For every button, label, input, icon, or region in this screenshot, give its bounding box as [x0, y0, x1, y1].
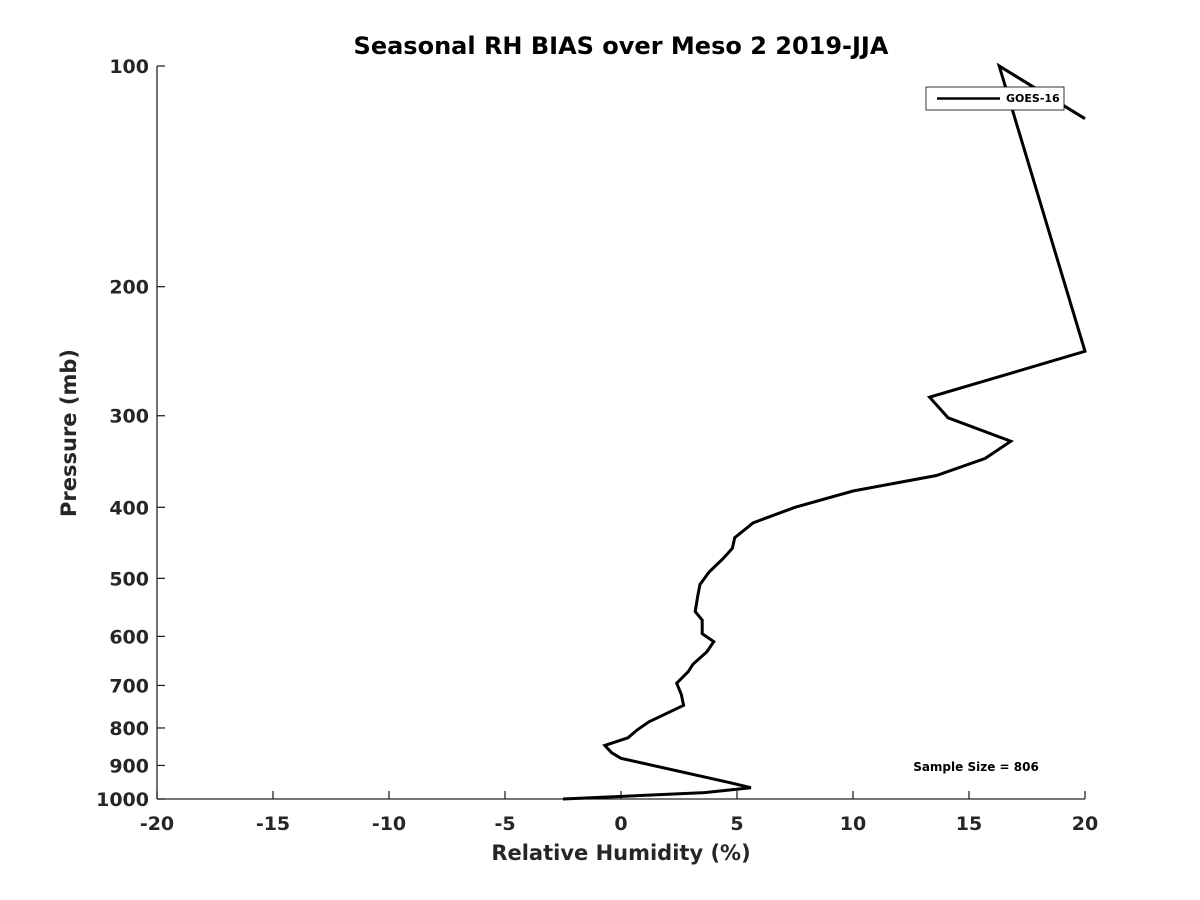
x-tick-label: 5	[730, 813, 743, 835]
x-tick-label: 10	[840, 813, 866, 835]
y-tick-label: 200	[109, 277, 149, 299]
x-tick-label: -5	[494, 813, 515, 835]
y-tick-label: 600	[109, 626, 149, 648]
x-ticks: -20 -15 -10 -5 0 5 10 15 20	[140, 791, 1098, 835]
x-tick-label: 15	[956, 813, 982, 835]
chart-title: Seasonal RH BIAS over Meso 2 2019-JJA	[354, 32, 889, 60]
y-tick-label: 800	[109, 718, 149, 740]
y-tick-label: 700	[109, 675, 149, 697]
series-group	[562, 62, 1087, 801]
y-tick-label: 100	[109, 56, 149, 78]
x-tick-label: -15	[256, 813, 290, 835]
y-tick-label: 900	[109, 755, 149, 777]
legend: GOES-16	[925, 86, 1065, 111]
y-axis-title: Pressure (mb)	[57, 349, 81, 517]
series-line-goes-16	[562, 62, 1087, 801]
x-tick-label: -20	[140, 813, 174, 835]
x-tick-label: 0	[614, 813, 627, 835]
legend-label-goes-16: GOES-16	[1006, 92, 1060, 105]
y-ticks: 100 200 300 400 500 600 700 800 900 1000	[96, 56, 165, 811]
y-tick-label: 300	[109, 406, 149, 428]
x-axis-title: Relative Humidity (%)	[491, 841, 750, 865]
y-tick-label: 1000	[96, 789, 149, 811]
sample-size-annotation: Sample Size = 806	[913, 760, 1039, 774]
plot-area: -20 -15 -10 -5 0 5 10 15 20 100 200 300 400 500 600 70…	[96, 56, 1098, 835]
y-tick-label: 500	[109, 568, 149, 590]
x-tick-label: -10	[372, 813, 406, 835]
x-tick-label: 20	[1072, 813, 1098, 835]
y-tick-label: 400	[109, 497, 149, 519]
